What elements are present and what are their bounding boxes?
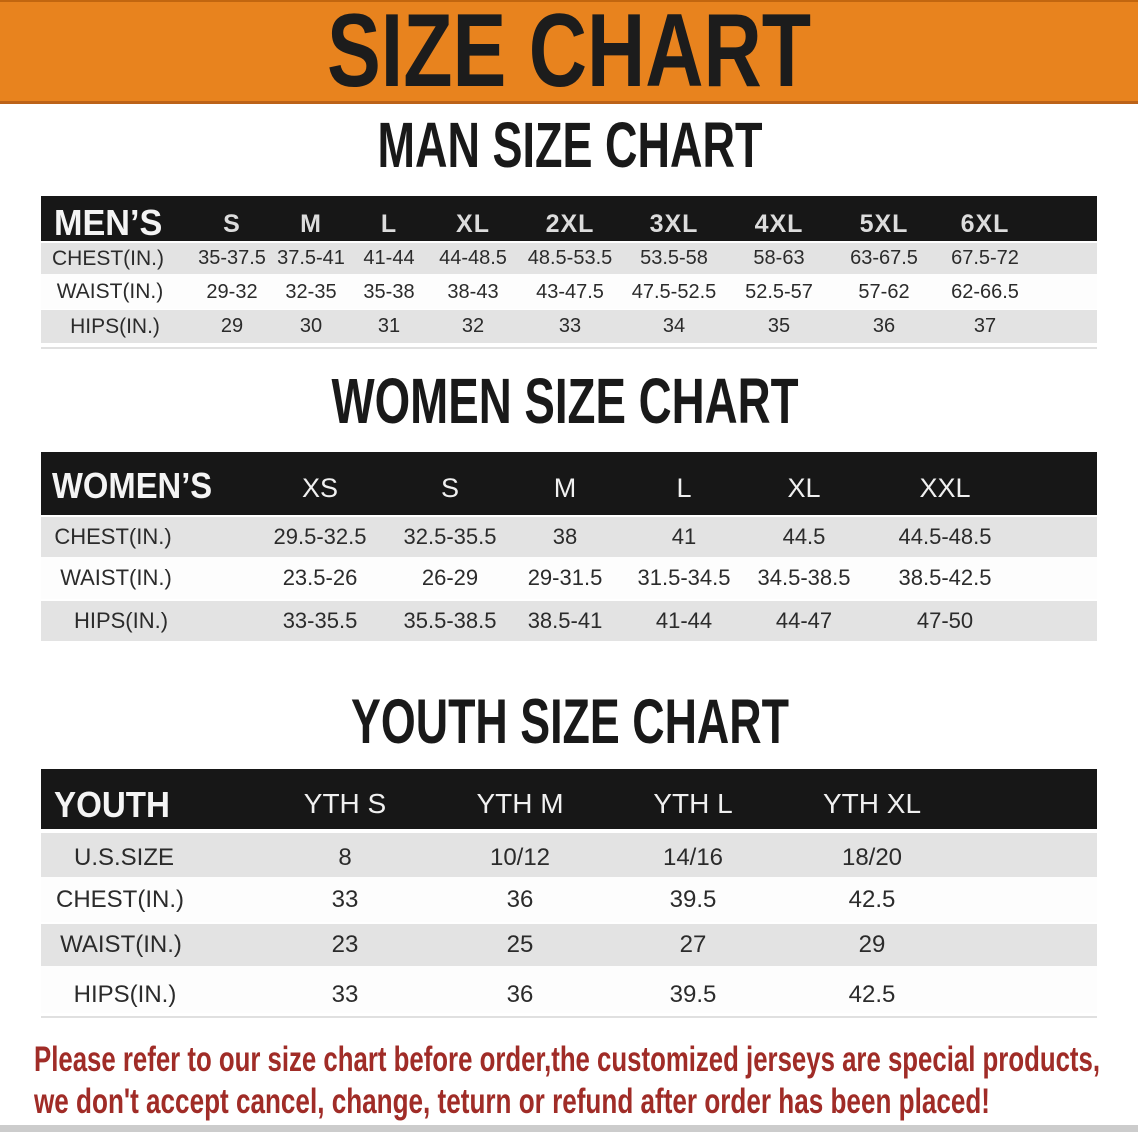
svg-text:WOMEN SIZE CHART: WOMEN SIZE CHART <box>332 365 799 437</box>
svg-text:Please refer to our size chart: Please refer to our size chart before or… <box>34 1040 1100 1079</box>
svg-text:we don't accept cancel, change: we don't accept cancel, change, teturn o… <box>33 1082 990 1121</box>
svg-text:MAN SIZE CHART: MAN SIZE CHART <box>378 109 763 181</box>
svg-text:SIZE CHART: SIZE CHART <box>327 0 811 109</box>
svg-text:YOUTH SIZE CHART: YOUTH SIZE CHART <box>351 687 789 757</box>
